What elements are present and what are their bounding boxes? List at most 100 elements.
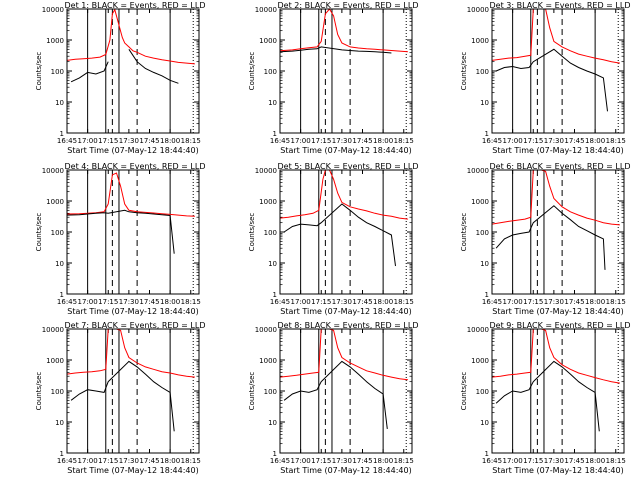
- plot-frame: [491, 328, 625, 454]
- series-line-lld: [279, 8, 408, 53]
- x-tick-label: 17:45: [564, 298, 584, 306]
- y-tick-label: 1000: [259, 37, 277, 45]
- y-tick-label: 10000: [42, 167, 64, 175]
- x-axis-label: Start Time (07-May-12 18:44:40): [67, 466, 198, 475]
- x-tick-label: 16:45: [57, 137, 77, 145]
- x-tick-label: 18:15: [394, 137, 414, 145]
- y-tick-label: 100: [476, 68, 489, 76]
- series-line-lld: [279, 169, 408, 220]
- series-line-lld: [66, 8, 195, 65]
- chart-panel-7: Det 7: BLACK = Events, RED = LLD Start Ti…: [35, 321, 205, 475]
- chart-title: Det 3: BLACK = Events, RED = LLD: [490, 1, 631, 10]
- y-tick-label: 1: [273, 130, 277, 138]
- plot-frame: [279, 169, 413, 295]
- y-tick-label: 10: [268, 419, 277, 427]
- x-tick-label: 18:00: [160, 137, 180, 145]
- x-tick-label: 18:00: [160, 457, 180, 465]
- y-tick-label: 100: [476, 229, 489, 237]
- chart-panel-8: Det 8: BLACK = Events, RED = LLD Start Ti…: [248, 321, 418, 475]
- y-tick-label: 100: [51, 229, 64, 237]
- x-tick-label: 18:15: [181, 137, 201, 145]
- x-tick-label: 17:15: [523, 457, 543, 465]
- chart-panel-5: Det 5: BLACK = Events, RED = LLD Start Ti…: [248, 162, 418, 316]
- x-tick-label: 17:15: [523, 137, 543, 145]
- y-tick-label: 1: [273, 291, 277, 299]
- x-axis-label: Start Time (07-May-12 18:44:40): [67, 146, 198, 155]
- x-tick-label: 17:30: [544, 298, 564, 306]
- x-tick-label: 18:15: [606, 137, 626, 145]
- y-tick-label: 10000: [467, 326, 489, 334]
- y-axis-label: Counts/sec: [248, 52, 256, 91]
- y-tick-label: 100: [264, 229, 277, 237]
- plot-frame: [279, 328, 413, 454]
- x-tick-label: 18:15: [181, 298, 201, 306]
- chart-panel-2: Det 2: BLACK = Events, RED = LLD Start Ti…: [248, 1, 418, 155]
- y-tick-label: 10: [268, 260, 277, 268]
- y-tick-label: 100: [264, 68, 277, 76]
- x-tick-label: 17:45: [352, 137, 372, 145]
- series-line-events: [70, 360, 175, 432]
- y-tick-label: 10: [55, 260, 64, 268]
- y-tick-label: 1: [60, 450, 64, 458]
- plot-frame: [491, 169, 625, 295]
- x-axis-label: Start Time (07-May-12 18:44:40): [280, 307, 411, 316]
- y-tick-label: 100: [51, 388, 64, 396]
- series-line-events: [283, 203, 396, 267]
- plot-frame: [66, 169, 200, 295]
- series-line-events: [495, 205, 606, 270]
- y-axis-label: Counts/sec: [460, 52, 468, 91]
- chart-title: Det 5: BLACK = Events, RED = LLD: [278, 162, 419, 171]
- x-tick-label: 17:15: [311, 137, 331, 145]
- chart-panel-6: Det 6: BLACK = Events, RED = LLD Start Ti…: [460, 162, 630, 316]
- plot-frame: [491, 8, 625, 134]
- x-axis-label: Start Time (07-May-12 18:44:40): [492, 146, 623, 155]
- y-tick-label: 10000: [467, 6, 489, 14]
- y-axis-label: Counts/sec: [248, 372, 256, 411]
- x-tick-label: 16:45: [270, 457, 290, 465]
- y-tick-label: 10: [480, 260, 489, 268]
- chart-panel-9: Det 9: BLACK = Events, RED = LLD Start Ti…: [460, 321, 630, 475]
- series-line-events: [495, 48, 608, 112]
- y-tick-label: 10000: [255, 167, 277, 175]
- y-axis-label: Counts/sec: [460, 213, 468, 252]
- x-tick-label: 18:15: [394, 298, 414, 306]
- y-tick-label: 10000: [42, 6, 64, 14]
- x-tick-label: 17:15: [523, 298, 543, 306]
- y-tick-label: 10: [268, 99, 277, 107]
- x-tick-label: 18:15: [181, 457, 201, 465]
- x-axis-label: Start Time (07-May-12 18:44:40): [280, 466, 411, 475]
- series-line-events: [495, 360, 600, 432]
- series-line-events: [70, 49, 179, 84]
- x-tick-label: 17:30: [119, 137, 139, 145]
- x-tick-label: 17:30: [332, 298, 352, 306]
- x-tick-label: 17:45: [352, 298, 372, 306]
- x-tick-label: 17:15: [98, 457, 118, 465]
- y-tick-label: 1: [60, 130, 64, 138]
- x-tick-label: 16:45: [482, 457, 502, 465]
- y-tick-label: 1: [485, 130, 489, 138]
- x-tick-label: 18:15: [606, 298, 626, 306]
- x-tick-label: 18:00: [585, 137, 605, 145]
- x-tick-label: 17:00: [78, 298, 98, 306]
- x-tick-label: 17:45: [564, 457, 584, 465]
- x-tick-label: 17:45: [139, 137, 159, 145]
- y-tick-label: 100: [264, 388, 277, 396]
- x-tick-label: 16:45: [270, 298, 290, 306]
- y-tick-label: 10000: [255, 326, 277, 334]
- y-tick-label: 10000: [467, 167, 489, 175]
- series-line-lld: [66, 172, 195, 217]
- chart-title: Det 6: BLACK = Events, RED = LLD: [490, 162, 631, 171]
- y-tick-label: 1: [485, 450, 489, 458]
- y-tick-label: 1: [273, 450, 277, 458]
- chart-title: Det 8: BLACK = Events, RED = LLD: [278, 321, 419, 330]
- plot-frame: [279, 8, 413, 134]
- x-tick-label: 18:15: [394, 457, 414, 465]
- x-tick-label: 18:00: [160, 298, 180, 306]
- y-tick-label: 1000: [46, 37, 64, 45]
- x-tick-label: 16:45: [57, 298, 77, 306]
- plot-frame: [66, 328, 200, 454]
- plot-frame: [66, 8, 200, 134]
- y-axis-label: Counts/sec: [460, 372, 468, 411]
- x-axis-label: Start Time (07-May-12 18:44:40): [280, 146, 411, 155]
